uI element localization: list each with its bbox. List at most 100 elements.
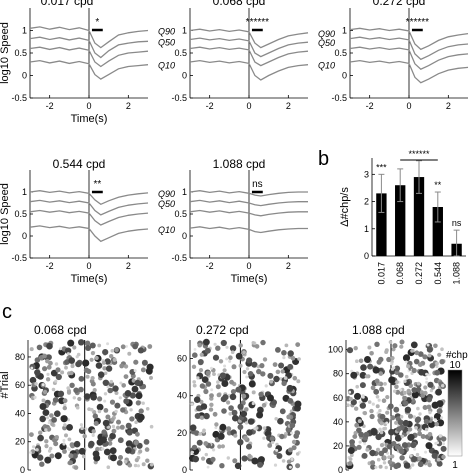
y-tick-label: 1 [182, 187, 187, 197]
scatter-point [369, 351, 374, 356]
scatter-point [75, 405, 80, 410]
scatter-point [352, 434, 358, 439]
scatter-point [379, 421, 384, 426]
scatter-point [42, 353, 47, 359]
panel-letter-c: c [2, 301, 12, 323]
scatter-point [393, 406, 400, 413]
scatter-point [47, 421, 51, 425]
scatter-point [286, 414, 292, 420]
scatter-point [199, 399, 204, 404]
scatter-point [353, 430, 358, 436]
scatter-point [291, 439, 297, 445]
scatter-point [214, 426, 218, 430]
scatter-point [86, 368, 92, 374]
scatter-point [192, 383, 197, 388]
scatter-point [269, 436, 275, 442]
scatter-point [385, 421, 389, 425]
scatter-point [110, 454, 117, 462]
x-tick-label: -2 [206, 261, 214, 271]
series-line-3 [29, 209, 149, 226]
significance-label: ****** [246, 17, 269, 28]
bar-0.544 [432, 207, 443, 256]
scatter-point [385, 395, 390, 400]
scatter-point [234, 462, 242, 470]
scatter-point [117, 437, 124, 444]
scatter-point [45, 416, 50, 420]
scatter-point [222, 368, 227, 373]
scatter-point [418, 369, 425, 376]
scatter-point [80, 426, 84, 431]
scatter-point [103, 448, 111, 456]
scatter-point [103, 392, 108, 396]
scatter-point [407, 434, 415, 441]
scatter-point [375, 433, 382, 441]
scatter-point [422, 354, 428, 360]
scatter-point [388, 428, 395, 436]
scatter-point [119, 424, 125, 430]
panel-title: 1.088 cpd [352, 323, 405, 337]
scatter-point [297, 357, 301, 361]
scatter-point [428, 410, 432, 415]
significance-label: ** [93, 179, 101, 190]
scatter-point [427, 462, 433, 468]
scatter-point [425, 372, 429, 376]
series-line-4 [189, 226, 308, 234]
scatter-point [376, 447, 380, 452]
scatter-point [381, 398, 387, 404]
scatter-point [417, 456, 422, 461]
x-tick-label: 0.544 [433, 262, 443, 285]
scatter-point [69, 370, 74, 376]
scatter-point [191, 444, 198, 451]
scatter-point [410, 341, 418, 349]
quantile-label: Q10 [158, 225, 175, 235]
x-tick-label: 1.088 [452, 262, 462, 285]
scatter-point [81, 454, 86, 459]
quantile-label: Q90 [158, 27, 175, 37]
scatter-point [136, 464, 140, 468]
scatter-point [433, 343, 438, 349]
scatter-point [295, 342, 301, 347]
significance-label: ns [252, 179, 263, 190]
scatter-point [60, 415, 68, 423]
scatter-point [242, 350, 246, 355]
scatter-point [209, 366, 213, 370]
y-tick-label: -0.5 [171, 93, 187, 103]
scatter-point [144, 447, 150, 452]
x-tick-label: 2 [446, 101, 451, 111]
scatter-point [226, 400, 231, 405]
quantile-label: Q10 [318, 61, 335, 71]
scatter-point [46, 364, 52, 370]
scatter-point [435, 364, 439, 369]
scatter-point [383, 382, 387, 386]
scatter-point [51, 387, 56, 392]
scatter-point [251, 401, 255, 406]
scatter-point [290, 431, 294, 435]
scatter-point [231, 364, 237, 370]
scatter-point [287, 447, 293, 453]
scatter-point [189, 424, 197, 432]
scatter-point [387, 459, 393, 465]
scatter-point [403, 379, 407, 383]
scatter-point [398, 372, 404, 378]
scatter-point [377, 398, 381, 402]
scatter-point [260, 371, 266, 377]
quantile-label: Q50 [158, 37, 175, 47]
scatter-point [78, 339, 85, 346]
scatter-point [83, 393, 91, 400]
scatter-point [385, 410, 390, 415]
scatter-point [125, 447, 132, 454]
scatter-point [190, 450, 194, 454]
scatter-point [114, 347, 119, 353]
scatter-point [118, 396, 122, 400]
scatter-point [210, 388, 214, 392]
scatter-point [91, 429, 96, 434]
scatter-point [72, 453, 78, 459]
y-tick-label: 0.5 [14, 48, 27, 58]
scatter-point [286, 384, 294, 392]
scatter-point [212, 372, 216, 376]
scatter-point [118, 455, 123, 460]
scatter-point [125, 345, 128, 348]
scatter-point [387, 403, 394, 410]
scatter-point [428, 373, 431, 377]
scatter-point [111, 428, 117, 434]
